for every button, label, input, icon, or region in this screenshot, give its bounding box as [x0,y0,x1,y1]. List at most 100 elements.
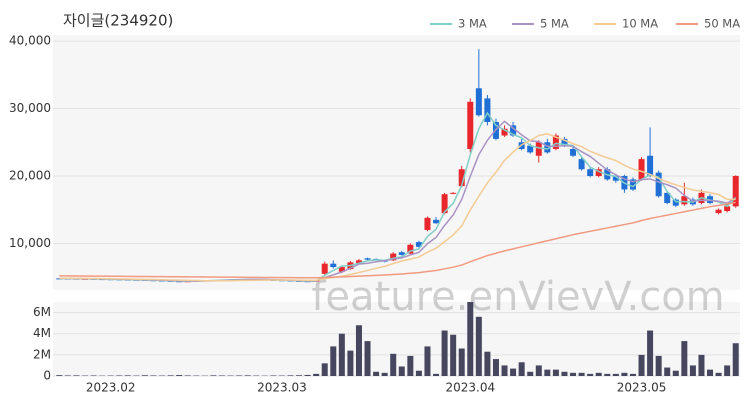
volume-bar [90,375,97,376]
candle-body [364,258,371,260]
volume-bar [475,316,482,376]
candle-body [561,138,568,146]
volume-bar [518,362,525,376]
volume-bar [313,373,320,376]
candle-body [587,169,594,176]
volume-bar [381,372,388,376]
y-tick-label: 10,000 [9,236,51,250]
volume-bar [501,365,508,376]
volume-panel [53,302,740,376]
volume-bar [535,365,542,376]
candle-body [398,252,405,255]
volume-bar [561,371,568,376]
candle-body [475,88,482,116]
volume-bar [681,341,688,376]
candle-body [501,128,508,136]
volume-bar [707,369,714,376]
volume-bar [398,366,405,376]
candle-body [664,192,671,203]
x-tick-label: 2023.05 [617,381,667,395]
volume-bar [210,375,217,376]
volume-bar [347,350,354,376]
volume-bar [587,373,594,376]
x-tick-label: 2023.04 [445,381,495,395]
candle-body [527,145,534,153]
volume-bar [458,348,465,376]
volume-bar [390,353,397,376]
volume-bar [578,372,585,376]
candle-body [578,159,585,170]
x-tick-label: 2023.02 [86,381,136,395]
volume-bar [612,373,619,376]
candle-body [441,194,448,214]
volume-bar [56,375,63,376]
ma-line [59,201,736,279]
volume-bar [715,372,722,376]
volume-bar [176,375,183,376]
volume-bar [510,368,517,376]
volume-bar [433,373,440,376]
volume-bar [672,370,679,376]
candle-body [321,263,328,274]
x-tick-label: 2023.03 [257,381,307,395]
volume-bar [552,369,559,376]
candle-body [433,219,440,224]
candle-body [595,169,602,176]
y-tick-label: 40,000 [9,34,51,48]
legend-label: 10 MA [622,17,658,31]
candle-body [338,267,345,272]
volume-bar [296,375,303,376]
candle-body [330,263,337,268]
volume-bar [629,373,636,376]
volume-bar [270,375,277,376]
y-tick-label: 2M [33,347,51,361]
candle-body [458,169,465,187]
y-tick-label: 30,000 [9,101,51,115]
volume-bar [638,354,645,376]
candle-body [681,196,688,205]
volume-bar [167,375,174,376]
volume-bar [441,330,448,376]
volume-bar [527,371,534,376]
volume-bar [424,346,431,376]
candle-body [552,135,559,150]
volume-bar [492,359,499,376]
candle-body [570,149,577,156]
ma-line [59,133,736,282]
volume-bar [244,375,251,376]
y-tick-label: 20,000 [9,168,51,182]
candle-body [544,142,551,153]
candle-body [415,242,422,247]
volume-bar [698,354,705,376]
candle-body [612,175,619,181]
candle-body [715,209,722,214]
volume-bar [150,375,157,376]
volume-bar [64,375,71,376]
volume-bar [484,351,491,376]
volume-bar [664,367,671,376]
candle-body [424,217,431,230]
candle-body [510,125,517,136]
volume-bar [184,375,191,376]
y-tick-label: 6M [33,305,51,319]
volume-bar [467,302,474,376]
volume-bar [287,375,294,376]
volume-bar [407,355,414,376]
candle-body [407,244,414,254]
candle-body [535,142,542,156]
candle-body [450,192,457,194]
candle-body [638,159,645,180]
volume-bar [655,355,662,376]
volume-bar [321,363,328,376]
volume-bar [732,343,739,376]
volume-bar [373,371,380,376]
volume-bar [724,365,731,376]
volume-bar [141,375,148,376]
volume-bar [604,373,611,376]
volume-bar [338,333,345,376]
y-tick-label: 4M [33,326,51,340]
volume-bar [330,346,337,376]
volume-bar [689,365,696,376]
